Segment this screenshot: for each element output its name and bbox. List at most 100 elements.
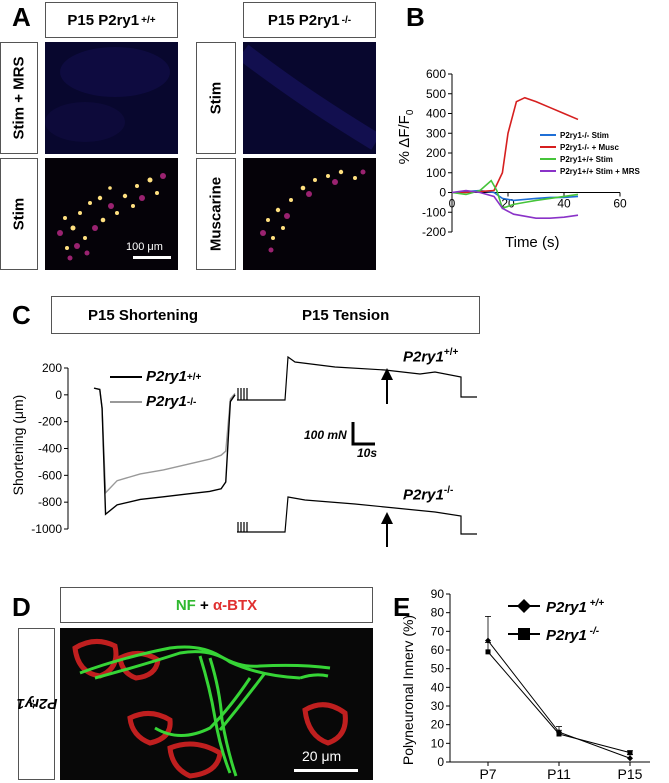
- chart-b-x-tick-label: 60: [613, 197, 627, 211]
- chart-b-y-tick-label: -100: [422, 205, 446, 219]
- panel-d-scalebar-line: [294, 769, 358, 772]
- panel-a-row1-wt-text: Stim + MRS: [10, 56, 28, 140]
- panel-a-header-ko: P15 P2ry1 -/-: [243, 2, 376, 38]
- chart-e-y-tick-label: 20: [431, 718, 445, 732]
- chart-e-y-tick-label: 30: [431, 699, 445, 713]
- chart-b-legend-label: P2ry1-/- + Musc: [560, 143, 619, 152]
- chart-e-x-tick-label: P15: [618, 766, 643, 782]
- panel-a-header-wt-text: P15 P2ry1: [67, 11, 140, 29]
- chart-b-y-tick-label: 100: [426, 166, 446, 180]
- image-ko-stim-texture: [243, 42, 376, 154]
- chart-c-y-tick-label: 200: [42, 361, 62, 375]
- panel-a-image-ko-muscarine: [243, 158, 376, 270]
- chart-c-y-tick-label: -600: [38, 468, 62, 482]
- legend-ko-sup: -/-: [186, 396, 197, 408]
- panel-letter-b: B: [406, 2, 425, 32]
- chart-e-series-line: [487, 640, 631, 759]
- chart-c-y-tick-label: -200: [38, 415, 62, 429]
- panel-a-row1-wt-label: Stim + MRS: [0, 42, 38, 154]
- chart-c-y-tick-label: -400: [38, 442, 62, 456]
- tension-trace-ko: [237, 496, 477, 535]
- chart-e-point-diamond: [627, 755, 633, 762]
- panel-a-header-ko-sup: -/-: [341, 14, 352, 26]
- panel-a-image-wt-stim-mrs: [45, 42, 178, 154]
- panel-c-trace-ko-label: P2ry1-/-: [403, 485, 453, 504]
- panel-c-tension-traces: [237, 355, 477, 547]
- trace-wt-label: P2ry1: [403, 348, 444, 366]
- chart-e-series-line: [487, 651, 631, 754]
- panel-e-ylabel: Polyneuronal Innerv (%): [396, 600, 420, 780]
- panel-a-header-wt: P15 P2ry1 +/+: [45, 2, 178, 38]
- chart-b-y-tick-label: 600: [426, 67, 446, 81]
- chart-b-y-tick-label: 400: [426, 107, 446, 121]
- chart-c-series-line: [93, 387, 236, 516]
- chart-e-legend-square: [518, 628, 530, 640]
- chart-e-point-square: [627, 750, 633, 756]
- panel-d-image: [60, 628, 373, 780]
- chart-e-x-tick-label: P7: [479, 766, 496, 782]
- chart-b-y-tick-label: 500: [426, 87, 446, 101]
- panel-c-trace-wt-label: P2ry1+/+: [403, 347, 458, 366]
- chart-e-point-square: [556, 731, 562, 737]
- chart-b-x-tick-label: 0: [449, 197, 456, 211]
- panel-c-scale-bar: [351, 422, 375, 446]
- chart-e-point-square: [485, 649, 491, 655]
- chart-b-y-tick-label: -200: [422, 225, 446, 237]
- panel-a-row2-ko-label: Muscarine: [196, 158, 236, 270]
- chart-e-legend-label: P2ry1 +/+: [546, 598, 604, 616]
- stain-plus: +: [195, 596, 213, 614]
- legend-wt-line: [110, 376, 142, 378]
- panel-letter-c: C: [12, 300, 31, 330]
- panel-c-header-left: P15 Shortening: [88, 306, 199, 324]
- panel-c-legend-wt: P2ry1 +/+: [110, 368, 201, 386]
- chart-e-legend-diamond: [517, 599, 531, 613]
- panel-a-scalebar-line: [133, 256, 171, 259]
- panel-letter-e: E: [393, 592, 411, 622]
- panel-a-row2-wt-text: Stim: [10, 197, 28, 231]
- panel-d-scalebar-label: 20 μm: [302, 748, 342, 764]
- panel-b-xlabel: Time (s): [505, 234, 560, 251]
- chart-b-series-line: [451, 179, 579, 210]
- trace-ko-label: P2ry1: [403, 486, 444, 504]
- chart-c-y-tick-label: -800: [38, 495, 62, 509]
- chart-e-y-tick-label: 0: [437, 755, 444, 769]
- chart-e-y-tick-label: 10: [431, 736, 445, 750]
- arrow-icon-wt: [381, 368, 393, 404]
- chart-e-y-tick-label: 80: [431, 606, 445, 620]
- chart-e-y-tick-label: 60: [431, 643, 445, 657]
- arrow-icon-ko: [381, 512, 393, 547]
- panel-letter-d: D: [12, 592, 31, 622]
- panel-c-legend-ko: P2ry1 -/-: [110, 393, 196, 411]
- panel-e-chart: 0 10 20 30 40 50 60 70 80 90 P7 P11 P15 P2ry1 +/+ P2ry…: [431, 587, 650, 782]
- panel-b-ylabel-text: % ΔF/F: [396, 115, 413, 165]
- panel-c-header-right: P15 Tension: [302, 306, 390, 324]
- panel-d-micrograph: [60, 628, 373, 780]
- chart-b-legend-label: P2ry1+/+ Stim: [560, 155, 613, 164]
- chart-b-y-tick-label: 200: [426, 146, 446, 160]
- panel-a-row2-ko-text: Muscarine: [207, 176, 225, 252]
- chart-b-legend-label: P2ry1+/+ Stim + MRS: [560, 167, 640, 176]
- panel-a-image-ko-stim: [243, 42, 376, 154]
- legend-wt-sup: +/+: [186, 371, 202, 383]
- chart-b-y-tick-label: 300: [426, 126, 446, 140]
- chart-b-x-tick-label: 40: [557, 197, 571, 211]
- chart-e-y-tick-label: 70: [431, 624, 445, 638]
- legend-ko-line: [110, 401, 142, 403]
- panel-c-scale-time: 10s: [357, 446, 378, 460]
- panel-e-ylabel-text: Polyneuronal Innerv (%): [400, 614, 416, 766]
- panel-c-chart: -1000 -800 -600 -400 -200 0 200: [31, 361, 236, 536]
- chart-b-series-line: [451, 189, 579, 219]
- panel-a-row1-ko-text: Stim: [207, 81, 225, 115]
- panel-d-header: NF + α-BTX: [60, 587, 373, 623]
- chart-e-y-tick-label: 50: [431, 662, 445, 676]
- image-ko-muscarine-texture: [243, 158, 376, 270]
- chart-c-y-tick-label: -1000: [31, 522, 62, 536]
- legend-wt-label: P2ry1: [146, 368, 187, 385]
- chart-e-legend-label: P2ry1 -/-: [546, 626, 600, 644]
- stain-nf: NF: [175, 596, 196, 614]
- panel-d-genotype-text: P2ry1: [16, 695, 57, 713]
- chart-e-x-tick-label: P11: [547, 766, 571, 782]
- panel-b-ylabel-sub: 0: [405, 109, 416, 116]
- image-wt-stim-texture: [45, 158, 178, 270]
